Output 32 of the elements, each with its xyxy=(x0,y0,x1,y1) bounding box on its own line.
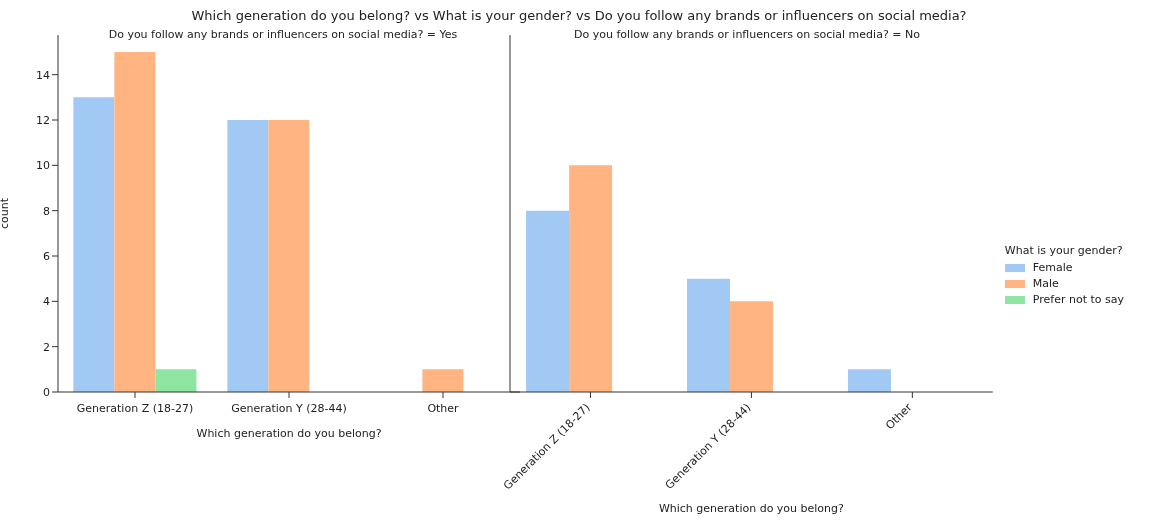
text: Which generation do you belong? vs What is your gender? vs Do you follow any brands or influencers on social media? xyxy=(190,8,968,23)
y-tick-label: 0 xyxy=(43,385,50,399)
x-axis-title: Which generation do you belong? xyxy=(196,427,382,440)
y-axis-title: count xyxy=(0,197,11,230)
bar xyxy=(526,210,570,392)
bar xyxy=(155,369,197,392)
x-axis-title: Which generation do you belong? xyxy=(658,502,845,515)
y-tick-label: 10 xyxy=(36,159,50,173)
y-tick-label: 8 xyxy=(43,204,50,218)
legend-title: What is your gender? xyxy=(1004,244,1124,257)
y-tick-label: 12 xyxy=(36,113,50,127)
bar xyxy=(422,369,464,392)
legend-label: Prefer not to say xyxy=(1031,293,1124,306)
x-tick-label: Generation Y (28-44) xyxy=(231,402,347,415)
y-tick-label: 4 xyxy=(43,295,50,309)
chart-subtitle: Do you follow any brands or influencers on social media? = No xyxy=(573,28,921,41)
chart-subtitle: Do you follow any brands or influencers on social media? = Yes xyxy=(107,28,459,41)
x-tick-label: Generation Z (18-27) xyxy=(76,402,194,415)
y-tick-label: 14 xyxy=(36,68,50,82)
x-tick-label: Other xyxy=(427,402,460,415)
bar xyxy=(114,52,156,392)
legend-label: Male xyxy=(1031,277,1060,290)
bar xyxy=(730,301,774,392)
y-tick-label: 6 xyxy=(43,249,50,263)
bar xyxy=(847,369,891,392)
bar xyxy=(73,97,115,392)
bar xyxy=(268,120,310,392)
bar xyxy=(569,165,613,392)
bar xyxy=(227,120,269,392)
bar xyxy=(687,278,731,392)
y-tick-label: 2 xyxy=(43,340,50,354)
legend-label: Female xyxy=(1031,261,1074,274)
